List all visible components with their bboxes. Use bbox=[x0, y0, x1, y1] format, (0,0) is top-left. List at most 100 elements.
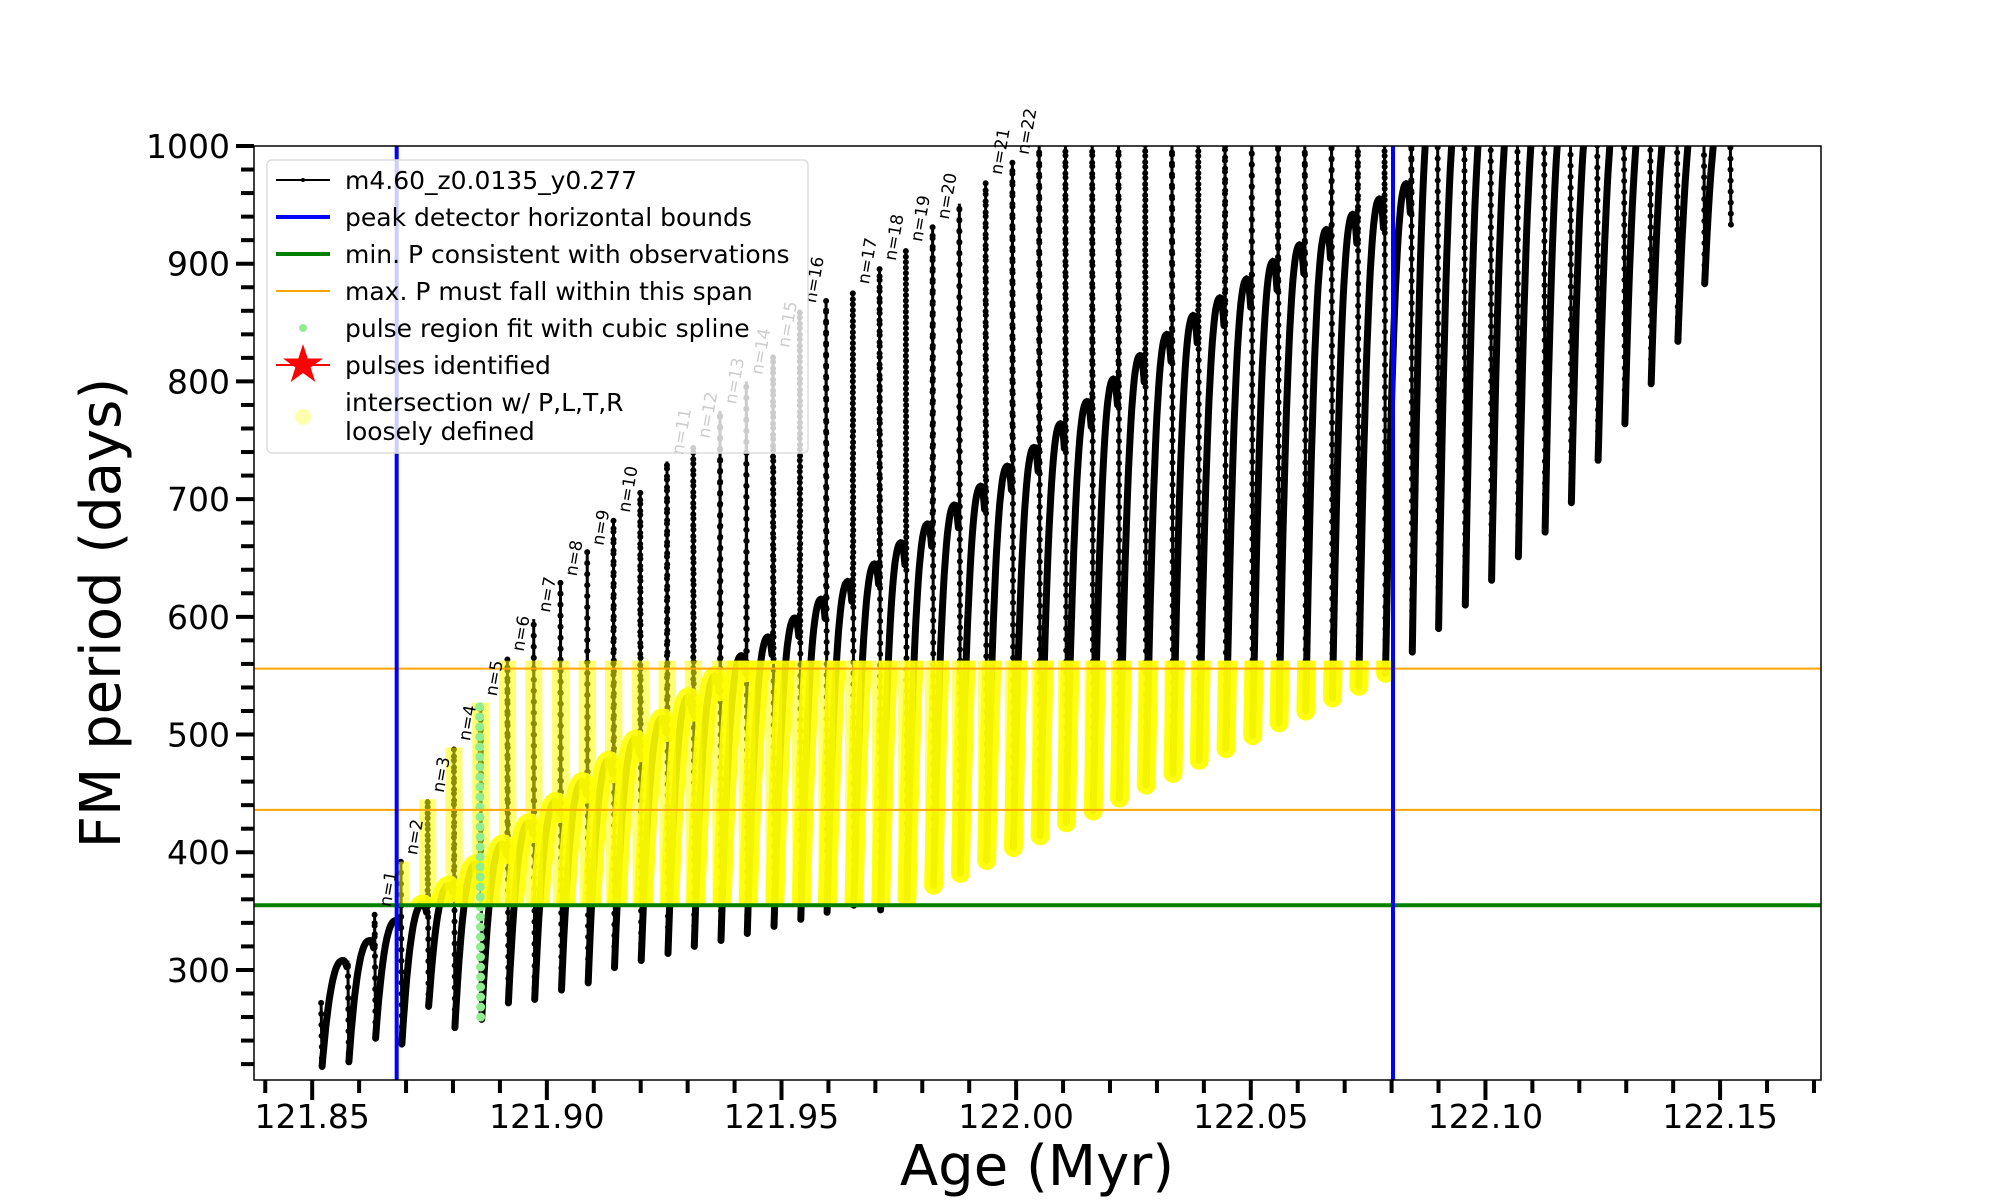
pulse-spike-dots bbox=[1221, 146, 1229, 752]
intersection-arc bbox=[924, 660, 950, 895]
intersection-marker bbox=[711, 660, 755, 906]
interpulse-arc bbox=[1275, 241, 1308, 727]
pulse bbox=[1089, 146, 1121, 815]
intersection-arc bbox=[1003, 660, 1028, 857]
intersection-arc bbox=[791, 660, 821, 906]
pulse-spike-dots bbox=[663, 461, 671, 957]
pulse-spike-dots bbox=[1142, 146, 1150, 789]
pulse-spike-dots bbox=[1062, 146, 1070, 826]
interpulse-arc bbox=[1169, 311, 1201, 777]
pulse bbox=[1142, 146, 1175, 789]
intersection-marker bbox=[1003, 660, 1028, 857]
interpulse-arc bbox=[1408, 146, 1429, 656]
y-axis-title: FM period (days) bbox=[69, 378, 134, 848]
pulse-spike-dots bbox=[1009, 161, 1017, 851]
interpulse-arc bbox=[1674, 146, 1692, 345]
y-tick-label: 500 bbox=[167, 716, 230, 755]
spline-point bbox=[475, 702, 485, 712]
intersection-marker bbox=[817, 660, 847, 906]
interpulse-arc bbox=[1488, 146, 1508, 584]
interpulse-arc bbox=[1382, 179, 1414, 677]
pulse-spike-dots bbox=[1328, 146, 1336, 702]
intersection-arc bbox=[817, 660, 847, 906]
x-tick-label: 122.10 bbox=[1428, 1097, 1543, 1136]
pulse-spike-dots bbox=[690, 444, 698, 950]
pulse bbox=[1168, 146, 1201, 777]
intersection-marker bbox=[924, 660, 950, 895]
pulse-spike-line bbox=[1436, 146, 1441, 629]
interpulse-arc bbox=[1062, 397, 1095, 827]
legend-circle-icon bbox=[295, 409, 311, 425]
intersection-arc bbox=[712, 660, 755, 906]
pulse bbox=[1541, 146, 1561, 536]
legend-label: pulses identified bbox=[345, 351, 551, 380]
spline-point bbox=[476, 972, 486, 982]
interpulse-arc bbox=[1701, 146, 1717, 288]
intersection-marker bbox=[950, 660, 976, 883]
intersection-marker bbox=[897, 660, 924, 906]
pulse-spike-dots bbox=[1089, 146, 1097, 815]
interpulse-arc bbox=[1249, 257, 1281, 740]
pulse-spike-dots bbox=[1567, 146, 1575, 506]
pulse bbox=[1381, 146, 1414, 677]
pulse bbox=[1275, 146, 1308, 727]
axes: 300 400 500 600 700 800 900 1000 121.85 121.90 121… bbox=[146, 127, 1816, 1136]
legend-entry: pulses identified bbox=[276, 344, 551, 382]
plot-frame bbox=[253, 145, 1822, 1081]
intersection-marker bbox=[844, 660, 872, 906]
spline-point bbox=[475, 912, 485, 922]
pulse-spike-dots bbox=[1700, 146, 1708, 287]
y-tick-label: 1000 bbox=[146, 127, 230, 166]
pulse-spike-dots bbox=[1408, 146, 1416, 656]
interpulse-arc bbox=[1647, 146, 1666, 388]
pulse bbox=[1115, 146, 1148, 802]
pulse-spike-dots bbox=[796, 309, 804, 923]
spline-point bbox=[475, 892, 485, 902]
pulse bbox=[1674, 146, 1692, 345]
pulse bbox=[1487, 146, 1508, 584]
y-tick-label: 300 bbox=[167, 951, 230, 990]
y-tick-label: 400 bbox=[167, 833, 230, 872]
interpulse-arc bbox=[1567, 146, 1587, 507]
pulse-spike-line bbox=[1489, 146, 1494, 581]
pulse-spike-dots bbox=[1168, 146, 1176, 777]
legend-label: pulse region fit with cubic spline bbox=[345, 314, 750, 343]
pulse-spike-line bbox=[1595, 146, 1600, 461]
spline-point bbox=[475, 772, 485, 782]
spline-point bbox=[475, 782, 485, 792]
pulse-spike-dots bbox=[1381, 146, 1389, 677]
pulse-spike-line bbox=[1250, 146, 1255, 736]
interpulse-arc bbox=[1541, 146, 1561, 536]
spline-point bbox=[475, 872, 485, 882]
intersection-marker bbox=[871, 660, 898, 906]
pulse-spike-dots bbox=[1115, 146, 1123, 802]
spline-point bbox=[475, 792, 485, 802]
x-tick-label: 121.85 bbox=[254, 1097, 369, 1136]
spline-point bbox=[475, 932, 485, 942]
interpulse-arc bbox=[1435, 146, 1456, 633]
legend-dot-icon bbox=[301, 178, 305, 182]
y-tick-label: 700 bbox=[167, 480, 230, 519]
y-tick-label: 800 bbox=[167, 362, 230, 401]
spline-point bbox=[476, 992, 486, 1002]
spline-point bbox=[475, 722, 485, 732]
y-tick-label: 600 bbox=[167, 598, 230, 637]
interpulse-arc bbox=[1302, 225, 1334, 715]
spline-point bbox=[475, 842, 485, 852]
intersection-marker bbox=[737, 660, 780, 906]
spline-point bbox=[475, 832, 485, 842]
spline-point bbox=[476, 962, 486, 972]
legend-label: peak detector horizontal bounds bbox=[345, 203, 752, 232]
pulse bbox=[1328, 146, 1361, 702]
pulse bbox=[1434, 146, 1456, 633]
pulse-spike-dots bbox=[1621, 146, 1628, 427]
spline-point bbox=[476, 1002, 486, 1012]
spline-points bbox=[475, 702, 486, 1022]
spline-point bbox=[475, 762, 485, 772]
spline-point bbox=[475, 712, 485, 722]
intersection-arc bbox=[738, 660, 780, 906]
pulse-spike-dots bbox=[344, 960, 352, 1065]
legend-label: min. P consistent with observations bbox=[345, 240, 790, 269]
